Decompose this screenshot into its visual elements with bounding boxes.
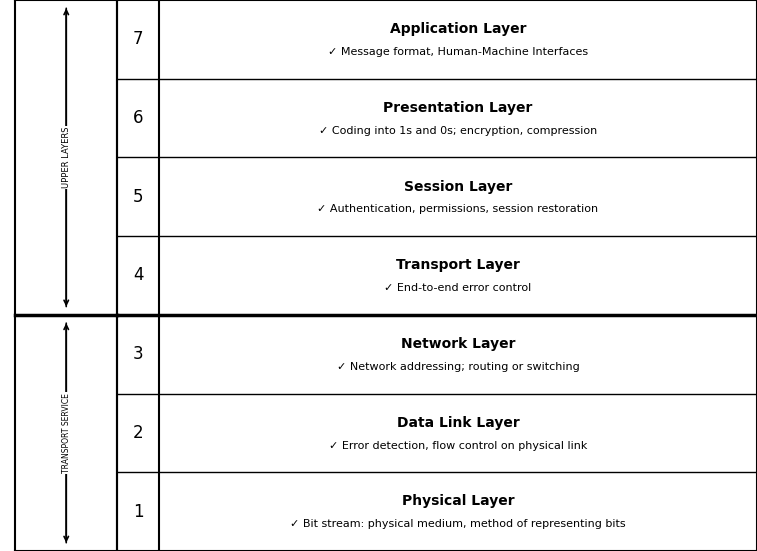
Text: 5: 5 (133, 188, 143, 206)
Text: Session Layer: Session Layer (403, 180, 512, 193)
Text: 2: 2 (132, 424, 144, 442)
Text: ✓ Authentication, permissions, session restoration: ✓ Authentication, permissions, session r… (317, 204, 599, 214)
Text: Transport Layer: Transport Layer (396, 258, 520, 272)
Text: 1: 1 (132, 503, 144, 521)
Text: ✓ Network addressing; routing or switching: ✓ Network addressing; routing or switchi… (337, 362, 579, 372)
Text: Presentation Layer: Presentation Layer (383, 101, 533, 115)
Text: Network Layer: Network Layer (400, 337, 516, 351)
Text: Application Layer: Application Layer (390, 22, 526, 36)
Text: 7: 7 (133, 30, 143, 48)
Text: 6: 6 (133, 109, 143, 127)
Text: ✓ Message format, Human-Machine Interfaces: ✓ Message format, Human-Machine Interfac… (328, 47, 588, 57)
Text: ✓ Error detection, flow control on physical link: ✓ Error detection, flow control on physi… (329, 440, 587, 451)
Text: TRANSPORT SERVICE: TRANSPORT SERVICE (62, 393, 70, 473)
Text: 4: 4 (133, 267, 143, 284)
Text: ✓ Coding into 1s and 0s; encryption, compression: ✓ Coding into 1s and 0s; encryption, com… (319, 126, 597, 136)
Text: ✓ End-to-end error control: ✓ End-to-end error control (385, 283, 531, 293)
Text: Data Link Layer: Data Link Layer (397, 415, 519, 430)
Text: ✓ Bit stream: physical medium, method of representing bits: ✓ Bit stream: physical medium, method of… (290, 519, 626, 530)
Bar (117, 0, 757, 551)
Text: Physical Layer: Physical Layer (402, 494, 514, 509)
Text: 3: 3 (132, 345, 144, 363)
Text: UPPER LAYERS: UPPER LAYERS (62, 127, 70, 188)
